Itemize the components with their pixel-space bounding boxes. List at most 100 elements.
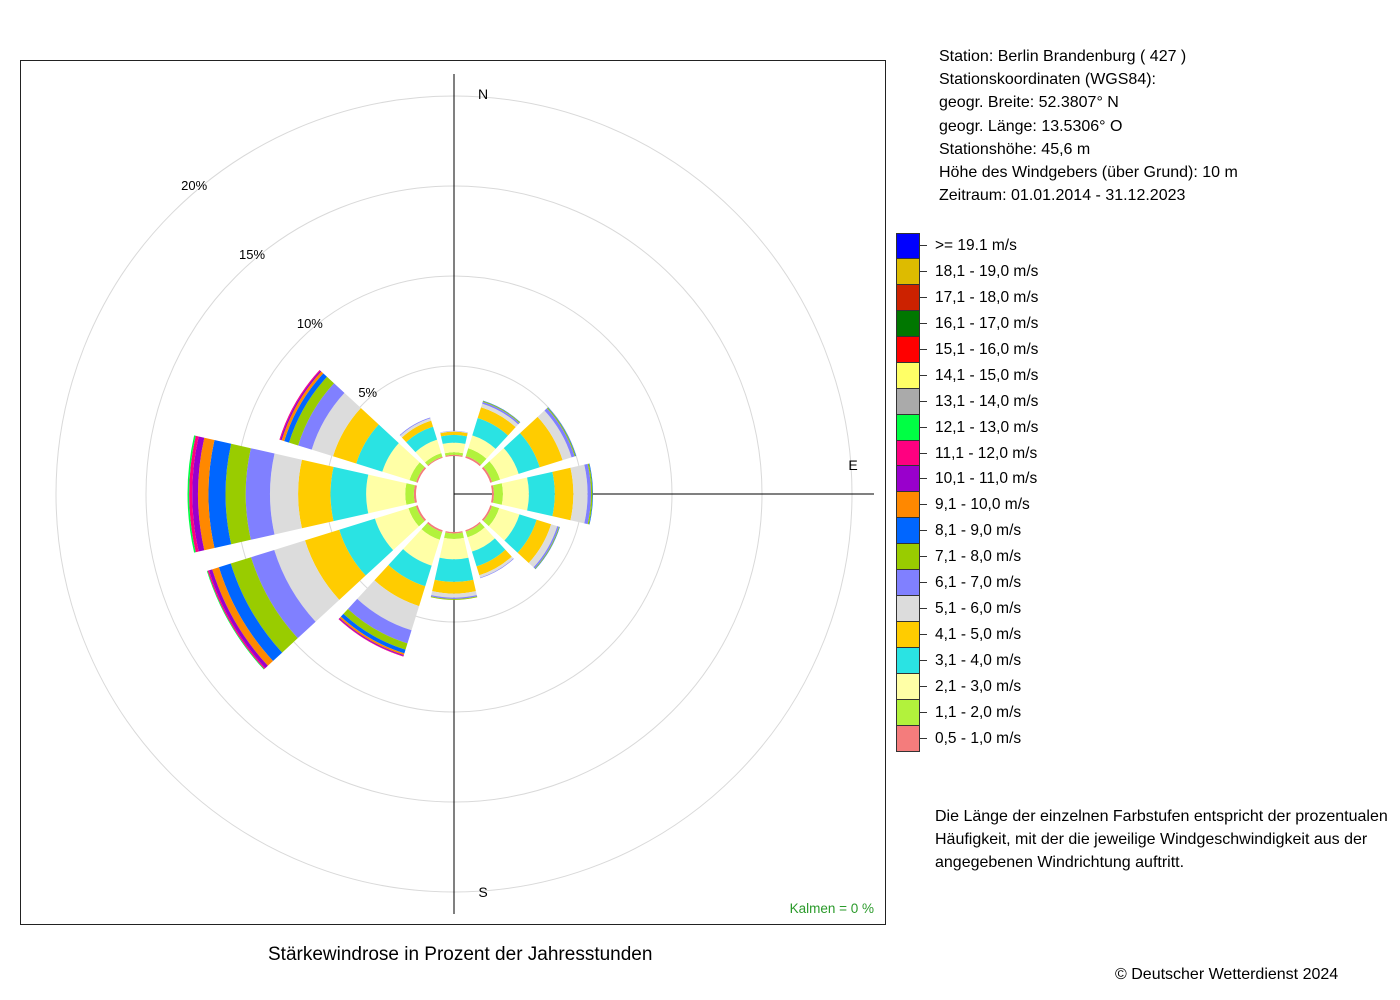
sector-330deg-class-2 (415, 439, 442, 463)
legend-label: 7,1 - 8,0 m/s (935, 548, 1022, 566)
sector-300deg-class-3 (356, 424, 399, 472)
sector-90deg-class-5 (570, 464, 588, 524)
sector-150deg-class-0 (465, 521, 481, 532)
sector-180deg-class-1 (444, 532, 464, 540)
legend-tick (920, 737, 927, 739)
sector-300deg-class-1 (409, 462, 425, 483)
legend-label: 11,1 - 12,0 m/s (935, 444, 1038, 462)
sector-270deg-class-10 (192, 436, 205, 552)
legend-swatch (896, 596, 920, 623)
sector-60deg-class-0 (481, 466, 493, 483)
legend-label: 18,1 - 19,0 m/s (935, 262, 1039, 280)
legend-tick (920, 296, 927, 298)
sector-120deg-class-4 (517, 519, 552, 563)
sector-240deg-class-9 (212, 567, 274, 666)
sector-240deg-class-3 (339, 518, 394, 576)
sector-240deg-class-4 (304, 529, 366, 600)
sector-300deg-class-7 (288, 376, 335, 446)
legend-swatch (896, 310, 920, 337)
explanation-line: angegebenen Windrichtung auftritt. (935, 854, 1185, 871)
legend-tick (920, 556, 927, 558)
legend-tick (920, 348, 927, 350)
sector-180deg-class-2 (439, 537, 469, 560)
legend-label: 16,1 - 17,0 m/s (935, 314, 1039, 332)
legend-tick (920, 426, 927, 428)
legend-label: 5,1 - 6,0 m/s (935, 600, 1022, 618)
sector-270deg-class-8 (208, 440, 232, 548)
sector-270deg-class-7 (225, 443, 251, 545)
legend-tick (920, 374, 927, 376)
legend-swatch (896, 440, 920, 467)
sector-30deg-class-3 (472, 418, 508, 449)
sector-210deg-class-6 (347, 598, 412, 644)
explanation-line: Häufigkeit, mit der die jeweilige Windge… (935, 831, 1368, 848)
compass-label-e: E (848, 457, 857, 473)
sector-270deg-class-3 (330, 466, 369, 522)
sector-180deg-class-6 (430, 595, 478, 599)
legend-tick (920, 504, 927, 506)
sector-240deg-class-2 (374, 508, 419, 551)
legend-label: 0,5 - 1,0 m/s (935, 729, 1022, 747)
sector-150deg-class-2 (467, 527, 495, 552)
legend-label: 9,1 - 10,0 m/s (935, 496, 1030, 514)
sector-0deg-class-6 (440, 430, 468, 433)
sector-120deg-class-5 (528, 524, 558, 568)
sector-240deg-class-0 (415, 505, 427, 522)
sector-150deg-class-1 (465, 522, 485, 538)
legend-label: 15,1 - 16,0 m/s (935, 340, 1039, 358)
sector-90deg-class-7 (587, 463, 593, 525)
legend-tick (920, 452, 927, 454)
sector-180deg-class-5 (431, 591, 477, 598)
sector-300deg-class-5 (311, 392, 361, 457)
sector-240deg-class-5 (274, 540, 340, 622)
sector-270deg-class-5 (270, 453, 302, 535)
legend-tick (920, 245, 927, 246)
legend-tick (920, 400, 927, 402)
sector-210deg-class-8 (340, 613, 406, 654)
wind-rose-plot: 5% 10% 15% 20% N E S Kalmen = 0 % (20, 60, 886, 925)
calms-label: Kalmen = 0 % (790, 901, 874, 916)
sector-60deg-class-3 (503, 433, 540, 474)
sector-30deg-class-6 (482, 401, 520, 425)
sector-210deg-class-9 (339, 616, 405, 656)
legend-label: 3,1 - 4,0 m/s (935, 652, 1022, 669)
sector-60deg-class-4 (520, 416, 563, 468)
sector-30deg-class-2 (468, 435, 496, 459)
legend-swatch (896, 388, 920, 415)
legend-swatch (896, 725, 920, 752)
sector-300deg-class-4 (332, 408, 379, 464)
legend-tick (920, 270, 927, 272)
sector-270deg-class-0 (413, 485, 417, 503)
sector-150deg-class-5 (479, 556, 514, 578)
legend-tick (920, 634, 927, 636)
sector-60deg-class-2 (489, 448, 519, 480)
radial-tick-label: 10% (297, 316, 323, 331)
legend-swatch (896, 233, 920, 259)
sector-150deg-class-4 (476, 549, 512, 576)
legend-tick (920, 582, 927, 584)
legend-tick (920, 685, 927, 687)
legend-label: 14,1 - 15,0 m/s (935, 366, 1039, 384)
sector-330deg-class-1 (424, 453, 443, 466)
sector-330deg-class-5 (400, 418, 432, 438)
station-longitude: geogr. Länge: 13.5306° O (939, 117, 1123, 135)
sector-330deg-class-3 (406, 426, 438, 453)
legend-tick (920, 660, 927, 661)
legend-swatch (896, 362, 920, 389)
legend-swatch (896, 414, 920, 441)
sector-0deg-class-2 (442, 442, 466, 454)
sector-270deg-class-4 (298, 459, 334, 529)
sector-0deg-class-4 (440, 431, 468, 437)
legend-label: 17,1 - 18,0 m/s (935, 288, 1039, 306)
copyright: © Deutscher Wetterdienst 2024 (1115, 966, 1339, 983)
legend-tick (920, 322, 927, 324)
sector-30deg-class-5 (481, 403, 519, 428)
station-coordinates-heading: Stationskoordinaten (WGS84): (939, 71, 1156, 89)
legend-tick (920, 478, 927, 480)
legend-label: 8,1 - 9,0 m/s (935, 522, 1022, 540)
sector-210deg-class-0 (427, 521, 443, 532)
sector-90deg-class-2 (501, 477, 529, 511)
station-name: Station: Berlin Brandenburg ( 427 ) (939, 48, 1187, 65)
sector-180deg-class-3 (434, 557, 474, 582)
sector-30deg-class-0 (465, 456, 481, 467)
